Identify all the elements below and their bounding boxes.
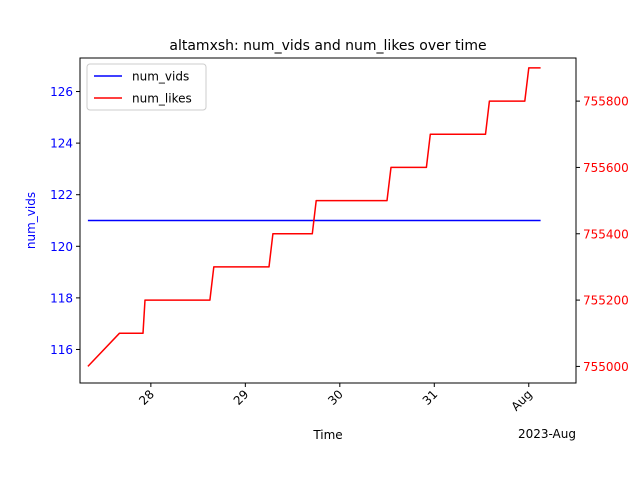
y-right-tick-label: 755800 [583,95,629,109]
y-left-tick-label: 122 [50,188,73,202]
y-right-tick-label: 755600 [583,161,629,175]
y-left-tick-label: 118 [50,291,73,305]
y-right-tick-label: 755200 [583,294,629,308]
x-axis-label: Time [312,428,342,442]
y-right-tick-label: 755400 [583,227,629,241]
y-left-tick-label: 120 [50,240,73,254]
series-line-num-likes [87,67,541,367]
y-left-tick-label: 116 [50,343,73,357]
y-right-tick-label: 755000 [583,360,629,374]
x-offset-label: 2023-Aug [518,427,576,441]
legend-label: num_likes [132,92,192,106]
legend-label: num_vids [132,70,189,84]
plot-frame [79,57,577,384]
chart-title: altamxsh: num_vids and num_likes over ti… [169,38,486,54]
y-left-tick-label: 124 [50,137,73,151]
y-left-tick-label: 126 [50,85,73,99]
y-left-axis-label: num_vids [24,192,38,249]
